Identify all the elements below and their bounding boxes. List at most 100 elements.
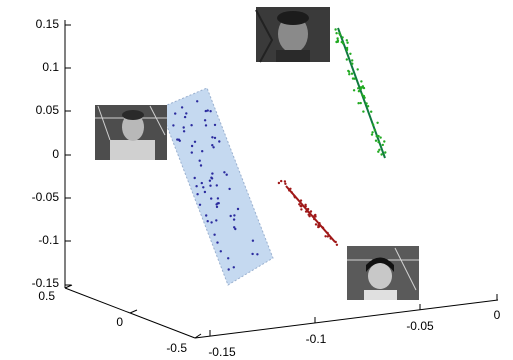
data-point bbox=[371, 123, 375, 126]
data-point bbox=[318, 222, 321, 225]
axes bbox=[64, 20, 499, 339]
face-photo-bottom bbox=[347, 246, 419, 300]
data-point bbox=[283, 180, 287, 183]
data-point bbox=[204, 124, 208, 127]
data-point bbox=[196, 100, 199, 103]
data-point bbox=[352, 89, 356, 92]
z-tick-label: -0.1 bbox=[38, 233, 59, 247]
data-point bbox=[377, 150, 380, 153]
data-point bbox=[362, 94, 366, 98]
data-point bbox=[290, 191, 293, 194]
x-tick-labels: -0.15 -0.1 -0.05 0 bbox=[208, 308, 500, 359]
data-point bbox=[376, 121, 379, 125]
data-point bbox=[306, 207, 310, 211]
data-point bbox=[360, 80, 363, 83]
data-point bbox=[190, 144, 194, 148]
data-point bbox=[347, 70, 351, 74]
data-point bbox=[213, 233, 216, 236]
data-point bbox=[334, 240, 337, 244]
data-point bbox=[206, 220, 209, 223]
data-point bbox=[190, 124, 193, 127]
z-tick-label: 0.05 bbox=[36, 103, 60, 117]
z-tick-label: 0.15 bbox=[36, 17, 60, 31]
data-point bbox=[223, 171, 226, 174]
data-point bbox=[336, 37, 339, 40]
data-point bbox=[345, 46, 349, 50]
data-point bbox=[210, 197, 213, 200]
data-point bbox=[213, 123, 217, 127]
data-point bbox=[215, 184, 218, 187]
tick-marks bbox=[64, 24, 498, 339]
data-point bbox=[199, 164, 203, 167]
y-tick-label: 0 bbox=[116, 315, 123, 329]
data-point bbox=[338, 32, 341, 35]
data-point bbox=[361, 93, 364, 96]
data-point bbox=[365, 102, 368, 105]
data-point bbox=[345, 58, 348, 61]
data-point bbox=[215, 205, 219, 209]
data-point bbox=[304, 210, 308, 213]
data-point bbox=[227, 257, 230, 260]
data-point bbox=[232, 218, 236, 221]
data-point bbox=[345, 39, 348, 42]
green-series-points bbox=[334, 28, 387, 156]
data-point bbox=[251, 252, 254, 256]
data-point bbox=[383, 140, 386, 143]
data-point bbox=[205, 214, 208, 217]
data-point bbox=[203, 190, 207, 194]
data-point bbox=[185, 112, 188, 115]
z-tick-label: -0.05 bbox=[32, 190, 60, 204]
data-point bbox=[378, 148, 381, 151]
data-point bbox=[202, 186, 205, 189]
data-point bbox=[329, 237, 332, 240]
data-point bbox=[335, 243, 339, 246]
y-tick-label: 0.5 bbox=[38, 289, 55, 303]
data-point bbox=[228, 187, 231, 191]
data-point bbox=[370, 133, 374, 136]
data-point bbox=[174, 112, 177, 115]
data-point bbox=[370, 110, 373, 113]
data-point bbox=[379, 136, 382, 139]
data-point bbox=[209, 184, 212, 187]
data-point bbox=[236, 207, 240, 211]
data-point bbox=[371, 131, 374, 134]
data-point bbox=[299, 199, 303, 202]
data-point bbox=[353, 77, 356, 80]
data-point bbox=[307, 210, 310, 213]
red-series-points bbox=[277, 179, 339, 246]
blue-series-points bbox=[172, 100, 259, 271]
data-point bbox=[196, 193, 199, 196]
green-fitted-line bbox=[337, 27, 386, 159]
data-point bbox=[198, 159, 201, 162]
z-tick-labels: 0.15 0.1 0.05 0 -0.05 -0.1 -0.15 bbox=[32, 17, 60, 290]
data-point bbox=[314, 213, 317, 217]
data-point bbox=[201, 150, 204, 153]
data-point bbox=[374, 139, 378, 142]
data-point bbox=[225, 173, 228, 176]
data-point bbox=[216, 197, 220, 200]
data-point bbox=[357, 87, 360, 90]
data-point bbox=[381, 143, 384, 147]
data-point bbox=[384, 151, 387, 154]
data-point bbox=[217, 202, 220, 205]
data-point bbox=[366, 105, 370, 108]
x-tick-label: -0.05 bbox=[406, 319, 434, 333]
data-point bbox=[200, 181, 203, 185]
data-point bbox=[336, 40, 339, 43]
data-point bbox=[357, 102, 360, 105]
data-point bbox=[203, 119, 207, 122]
data-point bbox=[326, 235, 329, 238]
data-point bbox=[229, 214, 232, 218]
data-point bbox=[193, 140, 197, 143]
data-point bbox=[233, 226, 236, 229]
face-photo-left bbox=[95, 105, 167, 160]
data-point bbox=[211, 172, 214, 175]
data-point bbox=[304, 205, 307, 208]
data-point bbox=[345, 48, 349, 52]
data-point bbox=[341, 42, 345, 45]
data-point bbox=[211, 136, 214, 139]
data-point bbox=[183, 115, 187, 119]
data-point bbox=[176, 138, 179, 141]
data-point bbox=[380, 153, 383, 156]
data-point bbox=[215, 219, 218, 222]
